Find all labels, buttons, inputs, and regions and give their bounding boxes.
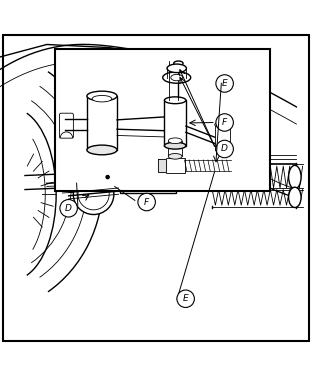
Polygon shape [158, 159, 166, 173]
Ellipse shape [168, 153, 182, 159]
Circle shape [138, 193, 155, 211]
Ellipse shape [164, 97, 186, 104]
Text: E: E [183, 294, 188, 303]
Circle shape [216, 75, 233, 92]
Circle shape [60, 200, 77, 217]
Circle shape [177, 290, 194, 308]
Circle shape [216, 114, 233, 131]
Circle shape [80, 144, 86, 150]
Ellipse shape [171, 74, 183, 81]
Circle shape [99, 168, 116, 186]
Ellipse shape [87, 91, 117, 101]
Circle shape [91, 182, 96, 186]
Circle shape [73, 174, 114, 215]
Circle shape [135, 173, 143, 181]
Ellipse shape [289, 165, 301, 189]
Circle shape [106, 176, 109, 179]
Circle shape [82, 182, 86, 186]
FancyBboxPatch shape [60, 113, 73, 138]
Ellipse shape [174, 61, 183, 66]
Bar [120, 161, 176, 193]
Circle shape [126, 149, 130, 154]
Circle shape [57, 145, 68, 156]
Circle shape [78, 179, 109, 210]
Ellipse shape [215, 121, 230, 128]
Circle shape [101, 181, 105, 186]
Ellipse shape [164, 142, 186, 149]
Text: F: F [144, 197, 149, 206]
Circle shape [124, 173, 132, 181]
Circle shape [157, 173, 164, 181]
Bar [215, 125, 230, 150]
Bar [55, 49, 270, 191]
Bar [166, 158, 184, 173]
Bar [87, 96, 117, 150]
Ellipse shape [289, 187, 301, 208]
Text: D: D [221, 144, 228, 153]
Bar [168, 141, 182, 156]
Circle shape [216, 140, 233, 158]
Ellipse shape [168, 138, 182, 144]
Ellipse shape [167, 64, 186, 73]
Bar [164, 100, 186, 146]
Text: D: D [65, 204, 72, 213]
Ellipse shape [163, 72, 191, 83]
Text: F: F [222, 118, 227, 127]
Circle shape [169, 173, 177, 181]
Ellipse shape [92, 96, 112, 102]
Bar [56, 157, 212, 174]
Text: E: E [222, 79, 227, 88]
Circle shape [103, 172, 113, 182]
Circle shape [73, 144, 80, 150]
Ellipse shape [87, 145, 117, 155]
Circle shape [135, 147, 139, 152]
